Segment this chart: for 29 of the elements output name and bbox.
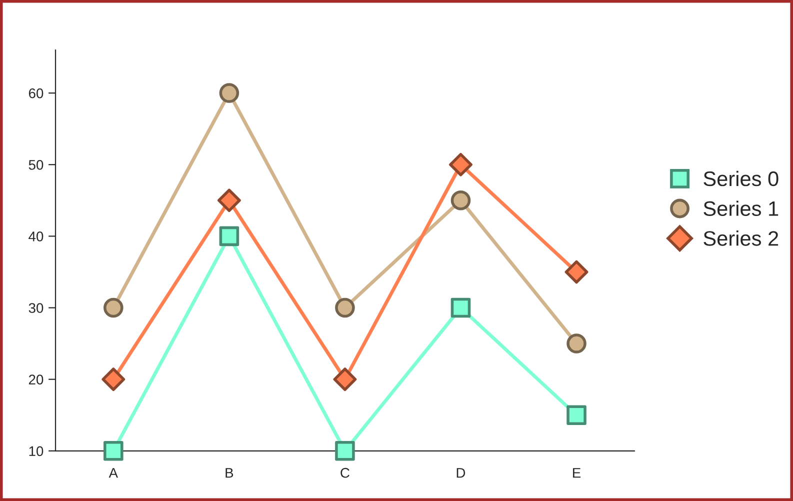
point bbox=[566, 334, 586, 354]
point bbox=[450, 190, 471, 210]
point bbox=[219, 83, 240, 103]
point bbox=[335, 298, 355, 318]
point bbox=[564, 260, 588, 284]
y-tick-label: 20 bbox=[28, 374, 44, 384]
point bbox=[335, 441, 355, 461]
x-tick-label: C bbox=[340, 468, 350, 478]
point bbox=[449, 152, 472, 176]
point bbox=[102, 368, 126, 392]
point bbox=[450, 298, 471, 318]
point bbox=[333, 368, 357, 392]
x-tick-label: B bbox=[226, 468, 234, 478]
x-tick-label: E bbox=[573, 468, 581, 478]
y-tick-label: 10 bbox=[29, 446, 44, 456]
y-tick-label: 30 bbox=[28, 303, 44, 313]
y-tick-label: 50 bbox=[28, 160, 44, 170]
x-tick-label: D bbox=[456, 468, 466, 478]
y-tick-label: 40 bbox=[28, 232, 44, 242]
point bbox=[104, 298, 124, 318]
x-tick-label: A bbox=[108, 468, 118, 478]
point bbox=[219, 226, 240, 246]
legend-label: Series 0 bbox=[704, 170, 778, 186]
legend-label: Series 2 bbox=[704, 230, 778, 246]
point bbox=[217, 188, 241, 212]
point bbox=[104, 441, 124, 461]
legend-label: Series 1 bbox=[704, 200, 778, 216]
y-tick-label: 60 bbox=[28, 88, 44, 98]
point bbox=[566, 405, 586, 426]
